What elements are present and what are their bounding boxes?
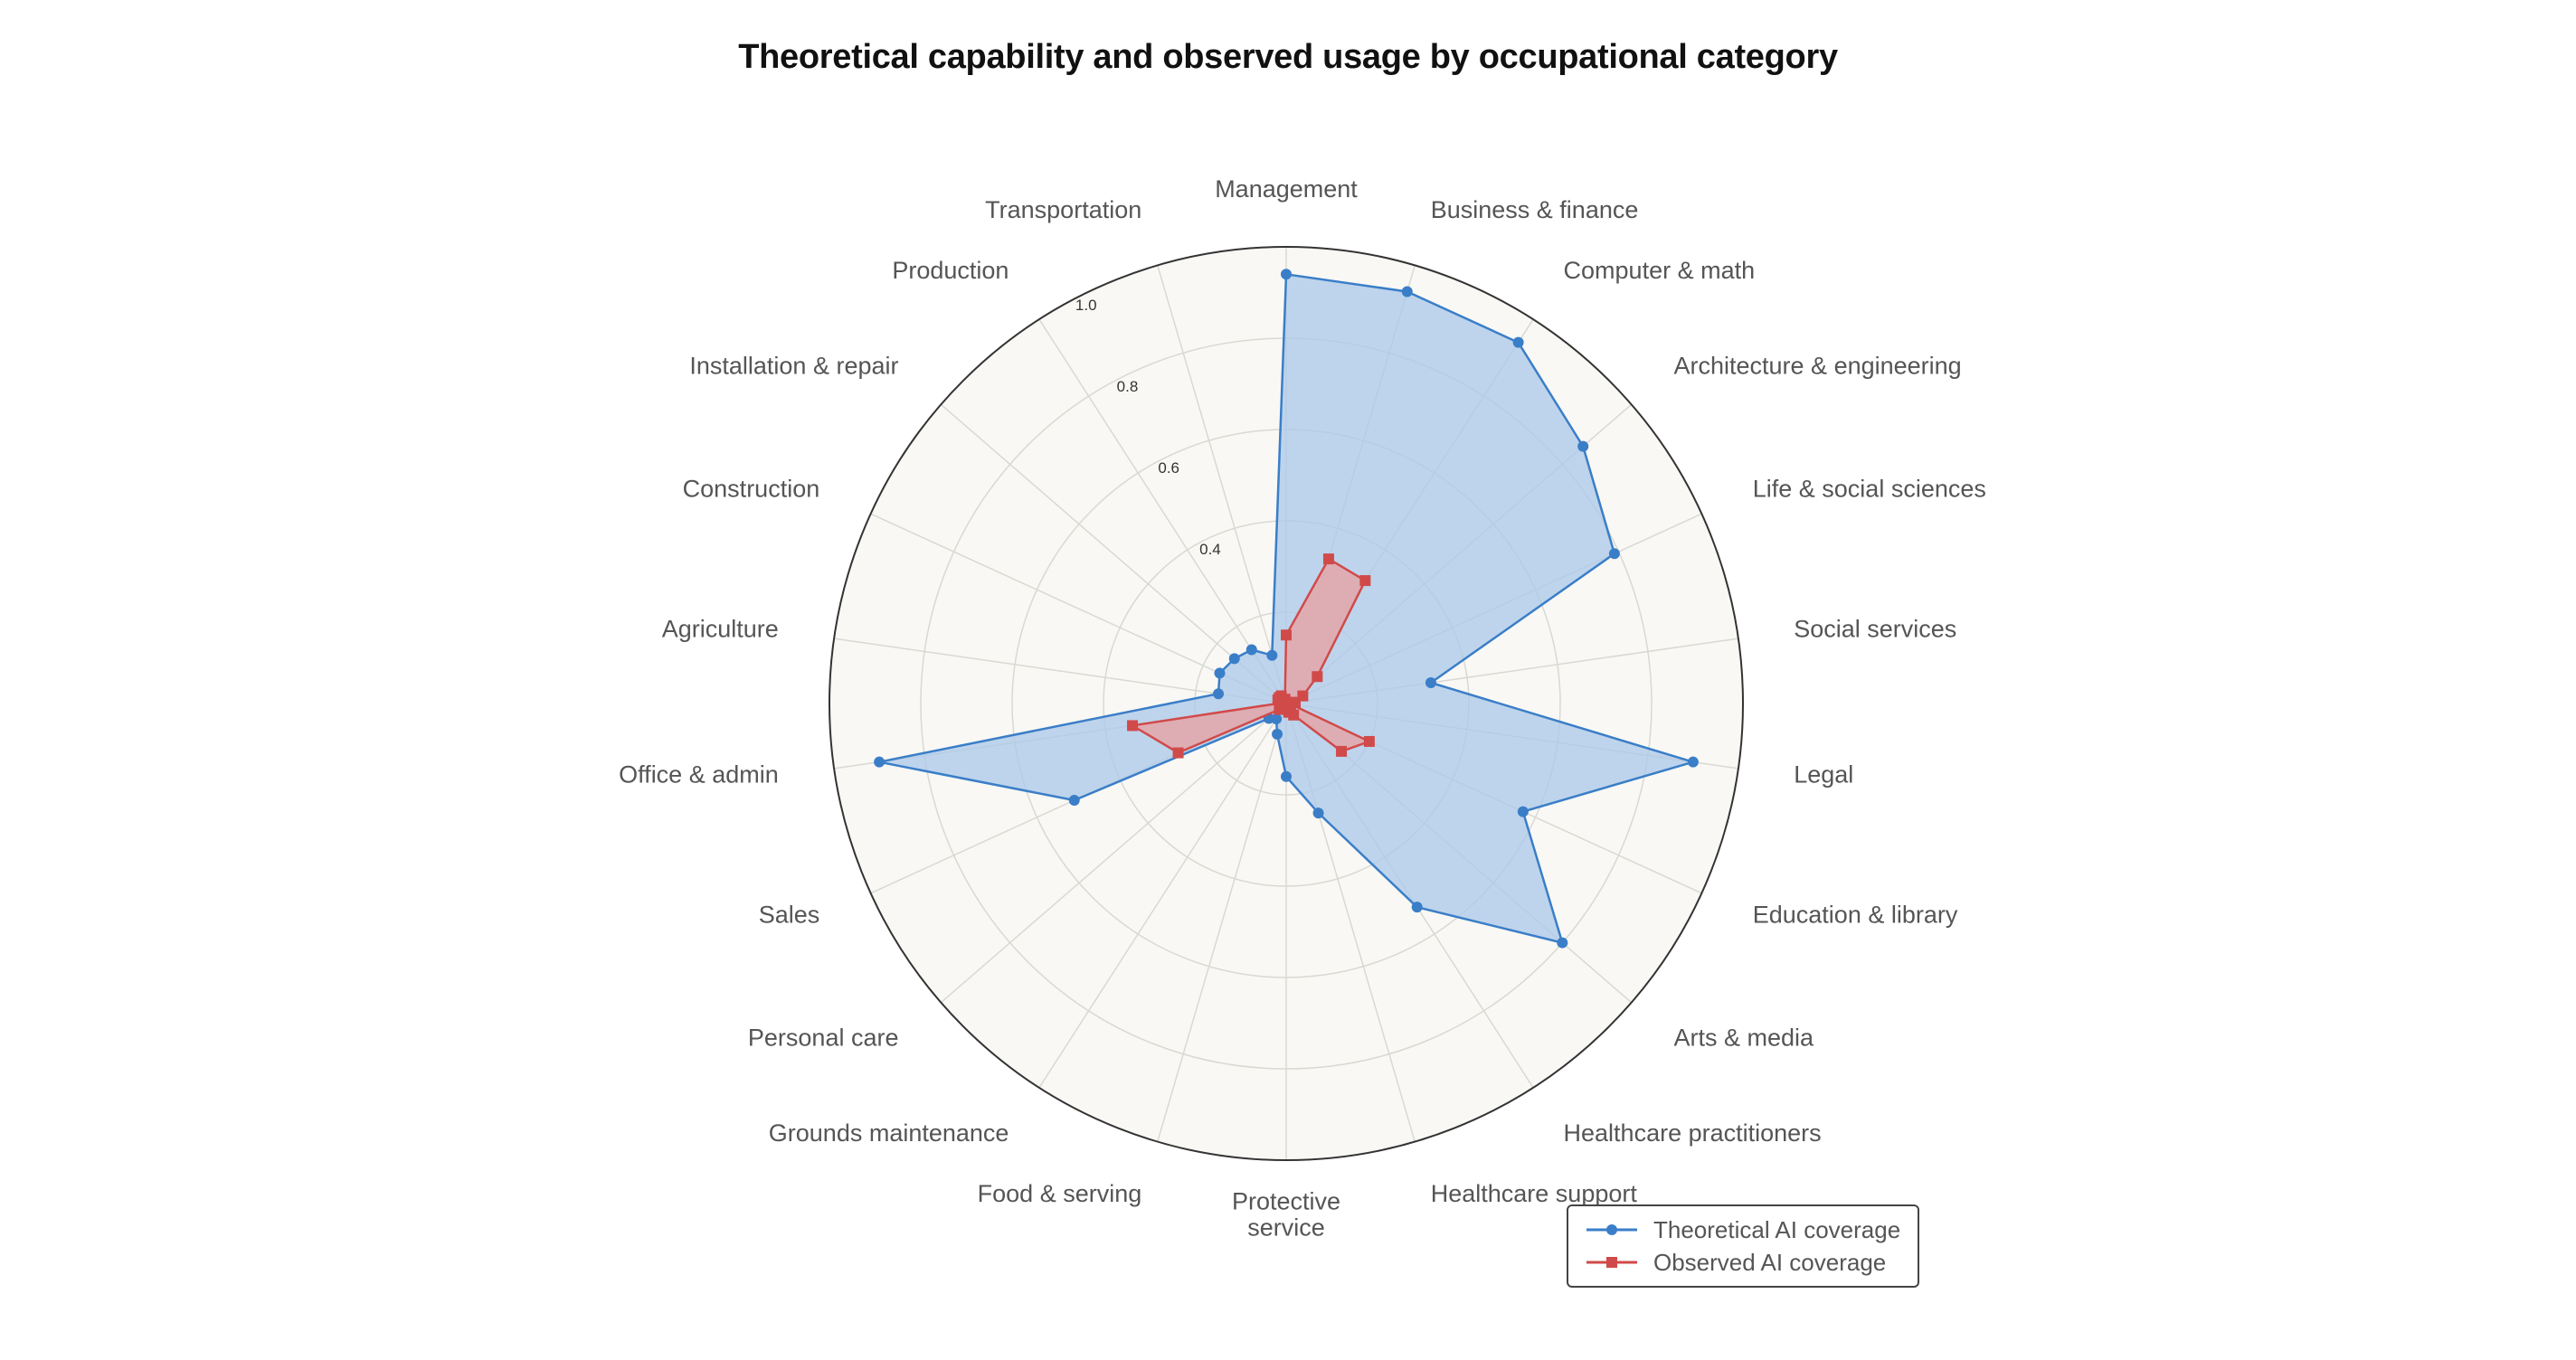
grid-spoke [1157, 265, 1287, 704]
category-label-social-services: Social services [1794, 615, 1956, 642]
data-point-theoretical-life-and-social-sciences [1608, 548, 1620, 560]
legend-label-theoretical: Theoretical AI coverage [1653, 1215, 1901, 1243]
category-label-line: Computer & math [1564, 257, 1756, 284]
data-point-theoretical-legal [1687, 756, 1699, 768]
plot-outline [829, 246, 1744, 1161]
data-point-observed-architecture-and-engineering [1312, 671, 1323, 683]
data-point-theoretical-construction [1214, 667, 1226, 679]
data-point-observed-business-and-finance [1322, 553, 1334, 565]
category-label-line: Life & social sciences [1753, 476, 1986, 503]
category-label-installation-and-repair: Installation & repair [689, 353, 898, 380]
category-label-line: Healthcare practitioners [1564, 1119, 1822, 1147]
data-point-theoretical-management [1281, 269, 1292, 280]
data-point-theoretical-transportation [1266, 649, 1278, 661]
category-label-legal: Legal [1794, 761, 1853, 789]
radial-tick-label: 0.8 [1117, 378, 1139, 395]
category-label-education-and-library: Education & library [1753, 902, 1958, 929]
circle-marker-icon [1586, 1224, 1637, 1235]
category-label-line: Sales [759, 902, 820, 929]
category-label-life-and-social-sciences: Life & social sciences [1753, 476, 1986, 503]
data-point-theoretical-arts-and-media [1557, 937, 1568, 949]
category-label-line: Healthcare support [1431, 1180, 1638, 1207]
category-label-business-and-finance: Business & finance [1431, 196, 1639, 223]
legend: Theoretical AI coverage Observed AI cove… [1567, 1204, 1919, 1288]
data-point-observed-education-and-library [1363, 735, 1375, 747]
category-label-production: Production [892, 257, 1009, 284]
data-point-theoretical-protective-service [1281, 770, 1292, 782]
category-label-grounds-maintenance: Grounds maintenance [769, 1119, 1009, 1147]
grid-spoke [1038, 318, 1287, 704]
grid-spoke [834, 638, 1287, 704]
grid-spoke [940, 403, 1287, 704]
grid-spoke [1157, 703, 1287, 1142]
grid-spoke [1038, 703, 1287, 1089]
data-point-theoretical-social-services [1425, 677, 1436, 689]
data-point-observed-sales [1172, 747, 1184, 759]
category-label-line: service [1247, 1214, 1325, 1242]
radial-tick-label: 0.6 [1158, 459, 1179, 477]
data-point-theoretical-healthcare-practitioners [1411, 902, 1423, 913]
category-label-line: Transportation [985, 196, 1141, 223]
category-label-agriculture: Agriculture [662, 615, 779, 642]
data-point-observed-arts-and-media [1336, 745, 1348, 757]
category-label-management: Management [1215, 175, 1358, 203]
category-label-construction: Construction [683, 476, 820, 503]
category-label-computer-and-math: Computer & math [1564, 257, 1756, 284]
category-label-line: Personal care [748, 1024, 899, 1051]
data-point-theoretical-installation-and-repair [1228, 653, 1240, 665]
data-point-theoretical-sales [1068, 794, 1080, 806]
chart-title: Theoretical capability and observed usag… [738, 38, 1838, 76]
data-point-observed-management [1281, 629, 1292, 641]
square-marker-icon [1586, 1257, 1637, 1268]
data-point-theoretical-office-and-admin [874, 756, 886, 768]
data-point-theoretical-business-and-finance [1401, 286, 1413, 298]
category-label-line: Installation & repair [689, 353, 898, 380]
category-label-line: Food & serving [978, 1180, 1142, 1207]
category-label-line: Construction [683, 476, 820, 503]
category-label-line: Arts & media [1674, 1024, 1815, 1051]
category-label-line: Management [1215, 175, 1358, 203]
radial-ticks-group: 0.4 0.6 0.8 1.0 [1075, 297, 1221, 558]
category-label-line: Protective [1232, 1188, 1340, 1215]
category-label-healthcare-practitioners: Healthcare practitioners [1564, 1119, 1822, 1147]
category-label-transportation: Transportation [985, 196, 1141, 223]
category-label-food-and-serving: Food & serving [978, 1180, 1142, 1207]
category-label-line: Office & admin [619, 761, 779, 789]
category-label-arts-and-media: Arts & media [1674, 1024, 1815, 1051]
category-label-architecture-and-engineering: Architecture & engineering [1674, 353, 1962, 380]
category-label-line: Social services [1794, 615, 1956, 642]
data-point-observed-computer-and-math [1359, 575, 1371, 587]
series-group [874, 269, 1699, 949]
legend-item-observed[interactable]: Observed AI coverage [1585, 1246, 1901, 1279]
data-point-theoretical-healthcare-support [1312, 808, 1324, 819]
data-point-theoretical-education-and-library [1517, 806, 1529, 817]
category-label-protective-service: Protective service [1232, 1188, 1340, 1242]
legend-label-observed: Observed AI coverage [1653, 1248, 1887, 1276]
data-point-observed-transportation [1279, 694, 1291, 705]
category-label-line: Production [892, 257, 1009, 284]
radial-tick-label: 1.0 [1075, 297, 1097, 314]
category-labels-group: Management Business & finance Computer & m… [619, 175, 1986, 1242]
data-point-theoretical-food-and-serving [1272, 728, 1283, 740]
category-label-office-and-admin: Office & admin [619, 761, 779, 789]
data-point-theoretical-architecture-and-engineering [1577, 440, 1589, 452]
category-label-healthcare-support: Healthcare support [1431, 1180, 1638, 1207]
category-label-line: Agriculture [662, 615, 779, 642]
category-label-sales: Sales [759, 902, 820, 929]
legend-item-theoretical[interactable]: Theoretical AI coverage [1585, 1214, 1901, 1246]
category-label-line: Legal [1794, 761, 1853, 789]
data-point-theoretical-production [1245, 644, 1257, 656]
grid-spoke [940, 703, 1287, 1004]
data-point-theoretical-computer-and-math [1512, 336, 1524, 348]
category-label-personal-care: Personal care [748, 1024, 899, 1051]
category-label-line: Education & library [1753, 902, 1958, 929]
category-label-line: Business & finance [1431, 196, 1639, 223]
radial-tick-label: 0.4 [1199, 541, 1221, 558]
category-label-line: Grounds maintenance [769, 1119, 1009, 1147]
data-point-observed-office-and-admin [1127, 720, 1139, 732]
data-point-theoretical-agriculture [1213, 688, 1225, 700]
category-label-line: Architecture & engineering [1674, 353, 1962, 380]
